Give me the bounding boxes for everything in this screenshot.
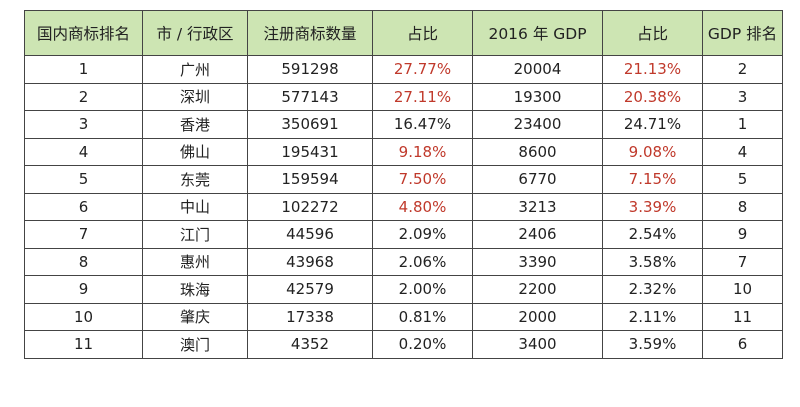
cell-gdp: 2406 — [472, 220, 603, 249]
cell-gdp-rank: 5 — [702, 165, 783, 194]
cell-gdp-rank: 4 — [702, 137, 783, 166]
cell-city: 江门 — [142, 220, 248, 249]
cell-trademark-share: 27.11% — [372, 82, 473, 111]
header-row: 国内商标排名 市 / 行政区 注册商标数量 占比 2016 年 GDP 占比 G… — [24, 10, 783, 56]
cell-domestic-rank: 7 — [24, 220, 143, 249]
cell-gdp-rank: 2 — [702, 55, 783, 84]
cell-city: 中山 — [142, 192, 248, 221]
cell-gdp: 3400 — [472, 330, 603, 359]
cell-domestic-rank: 11 — [24, 330, 143, 359]
table-row: 7 江门 44596 2.09% 2406 2.54% 9 — [24, 220, 783, 249]
cell-city: 佛山 — [142, 137, 248, 166]
cell-gdp: 19300 — [472, 82, 603, 111]
cell-trademark-count: 591298 — [247, 55, 373, 84]
header-gdp-2016: 2016 年 GDP — [472, 10, 603, 56]
cell-gdp-rank: 6 — [702, 330, 783, 359]
cell-domestic-rank: 9 — [24, 275, 143, 304]
cell-trademark-count: 43968 — [247, 247, 373, 276]
cell-trademark-count: 17338 — [247, 302, 373, 331]
cell-gdp-share: 20.38% — [602, 82, 703, 111]
cell-trademark-share: 4.80% — [372, 192, 473, 221]
header-domestic-rank: 国内商标排名 — [24, 10, 143, 56]
table-row: 8 惠州 43968 2.06% 3390 3.58% 7 — [24, 247, 783, 276]
header-gdp-share: 占比 — [602, 10, 703, 56]
header-city: 市 / 行政区 — [142, 10, 248, 56]
cell-gdp-share: 3.59% — [602, 330, 703, 359]
cell-gdp: 20004 — [472, 55, 603, 84]
cell-domestic-rank: 5 — [24, 165, 143, 194]
table-row: 3 香港 350691 16.47% 23400 24.71% 1 — [24, 110, 783, 139]
cell-gdp-rank: 1 — [702, 110, 783, 139]
cell-gdp-share: 24.71% — [602, 110, 703, 139]
table-row: 9 珠海 42579 2.00% 2200 2.32% 10 — [24, 275, 783, 304]
cell-domestic-rank: 8 — [24, 247, 143, 276]
cell-gdp: 8600 — [472, 137, 603, 166]
header-trademark-count: 注册商标数量 — [247, 10, 373, 56]
cell-gdp: 23400 — [472, 110, 603, 139]
cell-trademark-count: 159594 — [247, 165, 373, 194]
table-body: 1 广州 591298 27.77% 20004 21.13% 2 2 深圳 577143 27.1… — [24, 55, 783, 359]
cell-domestic-rank: 4 — [24, 137, 143, 166]
cell-trademark-count: 44596 — [247, 220, 373, 249]
cell-trademark-share: 2.00% — [372, 275, 473, 304]
table-row: 2 深圳 577143 27.11% 19300 20.38% 3 — [24, 82, 783, 111]
cell-gdp-share: 7.15% — [602, 165, 703, 194]
cell-trademark-share: 16.47% — [372, 110, 473, 139]
cell-gdp-rank: 8 — [702, 192, 783, 221]
cell-trademark-share: 2.06% — [372, 247, 473, 276]
table-row: 1 广州 591298 27.77% 20004 21.13% 2 — [24, 55, 783, 84]
cell-city: 广州 — [142, 55, 248, 84]
cell-trademark-share: 27.77% — [372, 55, 473, 84]
cell-gdp-share: 9.08% — [602, 137, 703, 166]
table-row: 5 东莞 159594 7.50% 6770 7.15% 5 — [24, 165, 783, 194]
cell-gdp: 3390 — [472, 247, 603, 276]
cell-trademark-count: 102272 — [247, 192, 373, 221]
cell-trademark-share: 7.50% — [372, 165, 473, 194]
cell-gdp-share: 3.39% — [602, 192, 703, 221]
cell-city: 东莞 — [142, 165, 248, 194]
cell-city: 香港 — [142, 110, 248, 139]
cell-trademark-count: 350691 — [247, 110, 373, 139]
cell-trademark-share: 0.20% — [372, 330, 473, 359]
cell-gdp: 3213 — [472, 192, 603, 221]
cell-domestic-rank: 10 — [24, 302, 143, 331]
cell-gdp: 6770 — [472, 165, 603, 194]
cell-domestic-rank: 3 — [24, 110, 143, 139]
cell-gdp-share: 3.58% — [602, 247, 703, 276]
trademark-table-container: 国内商标排名 市 / 行政区 注册商标数量 占比 2016 年 GDP 占比 G… — [24, 10, 783, 359]
cell-gdp: 2200 — [472, 275, 603, 304]
cell-domestic-rank: 2 — [24, 82, 143, 111]
cell-trademark-count: 577143 — [247, 82, 373, 111]
cell-gdp-rank: 10 — [702, 275, 783, 304]
cell-trademark-count: 195431 — [247, 137, 373, 166]
cell-trademark-share: 2.09% — [372, 220, 473, 249]
cell-gdp-share: 21.13% — [602, 55, 703, 84]
table-row: 11 澳门 4352 0.20% 3400 3.59% 6 — [24, 330, 783, 359]
table-row: 4 佛山 195431 9.18% 8600 9.08% 4 — [24, 137, 783, 166]
cell-gdp-share: 2.54% — [602, 220, 703, 249]
table-row: 6 中山 102272 4.80% 3213 3.39% 8 — [24, 192, 783, 221]
cell-trademark-count: 42579 — [247, 275, 373, 304]
cell-gdp-rank: 3 — [702, 82, 783, 111]
cell-domestic-rank: 1 — [24, 55, 143, 84]
cell-city: 惠州 — [142, 247, 248, 276]
cell-domestic-rank: 6 — [24, 192, 143, 221]
cell-gdp: 2000 — [472, 302, 603, 331]
cell-city: 珠海 — [142, 275, 248, 304]
cell-gdp-rank: 9 — [702, 220, 783, 249]
cell-city: 深圳 — [142, 82, 248, 111]
cell-gdp-share: 2.11% — [602, 302, 703, 331]
table-row: 10 肇庆 17338 0.81% 2000 2.11% 11 — [24, 302, 783, 331]
cell-trademark-count: 4352 — [247, 330, 373, 359]
cell-gdp-share: 2.32% — [602, 275, 703, 304]
cell-trademark-share: 9.18% — [372, 137, 473, 166]
trademark-gdp-table: 国内商标排名 市 / 行政区 注册商标数量 占比 2016 年 GDP 占比 G… — [24, 10, 783, 359]
cell-city: 澳门 — [142, 330, 248, 359]
header-trademark-share: 占比 — [372, 10, 473, 56]
cell-gdp-rank: 7 — [702, 247, 783, 276]
cell-trademark-share: 0.81% — [372, 302, 473, 331]
header-gdp-rank: GDP 排名 — [702, 10, 783, 56]
cell-gdp-rank: 11 — [702, 302, 783, 331]
cell-city: 肇庆 — [142, 302, 248, 331]
